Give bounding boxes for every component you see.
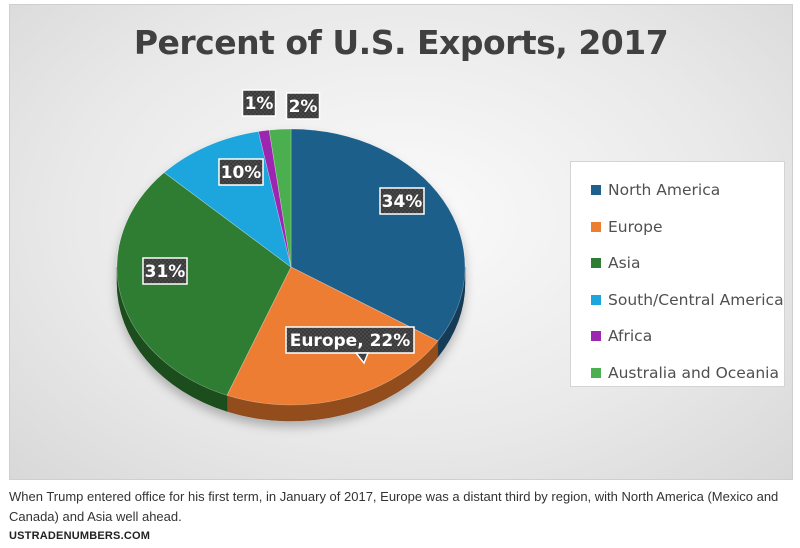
chart-title: Percent of U.S. Exports, 2017 bbox=[133, 23, 669, 62]
data-label-south-central-america: 10% bbox=[218, 158, 264, 186]
legend-swatch bbox=[591, 221, 601, 232]
legend-item-europe: Europe bbox=[591, 209, 784, 246]
legend-item-south-central-america: South/Central America bbox=[591, 282, 784, 319]
data-label-europe: Europe, 22% bbox=[285, 326, 415, 365]
source-credit: USTRADENUMBERS.COM bbox=[9, 530, 151, 542]
data-label-pointer bbox=[354, 352, 370, 365]
legend-swatch bbox=[591, 367, 601, 378]
data-label-text: Europe, 22% bbox=[290, 331, 411, 351]
legend-swatch bbox=[591, 185, 601, 196]
legend-label: Europe bbox=[608, 217, 663, 236]
data-label-text: 2% bbox=[289, 97, 318, 117]
data-label-north-america: 34% bbox=[379, 187, 425, 215]
data-label-text: 10% bbox=[221, 163, 262, 183]
chart-panel: Percent of U.S. Exports, 2017 34% Europe,… bbox=[9, 4, 793, 480]
legend-item-australia-and-oceania: Australia and Oceania bbox=[591, 355, 784, 392]
legend-label: North America bbox=[608, 181, 721, 200]
data-label-text: 34% bbox=[382, 192, 423, 212]
data-label-text: 1% bbox=[245, 94, 274, 114]
pie-slice-asia bbox=[116, 172, 292, 396]
data-label-box bbox=[379, 187, 425, 215]
legend-swatch bbox=[591, 294, 601, 305]
legend-label: Africa bbox=[608, 327, 653, 346]
data-label-australia-and-oceania: 2% bbox=[285, 92, 321, 120]
legend-label: Australia and Oceania bbox=[608, 363, 779, 382]
pie-slice-australia-and-oceania bbox=[268, 128, 292, 268]
data-label-text: 31% bbox=[145, 262, 186, 282]
chart-legend: North America Europe Asia South/Central Ame… bbox=[570, 161, 785, 387]
pie-slice-north-america bbox=[290, 128, 466, 342]
legend-label: South/Central America bbox=[608, 290, 784, 309]
data-label-asia: 31% bbox=[142, 257, 188, 285]
figure-caption: When Trump entered office for his first … bbox=[9, 489, 779, 524]
data-label-box bbox=[285, 326, 415, 354]
data-label-africa: 1% bbox=[241, 89, 277, 117]
data-label-box bbox=[241, 89, 277, 117]
legend-label: Asia bbox=[608, 254, 641, 273]
legend-swatch bbox=[591, 331, 601, 342]
legend-item-north-america: North America bbox=[591, 172, 784, 209]
legend-item-asia: Asia bbox=[591, 245, 784, 282]
legend-swatch bbox=[591, 258, 601, 269]
pie-chart: 34% Europe, 22% 31% 10% 1% 2% bbox=[116, 89, 466, 422]
legend-item-africa: Africa bbox=[591, 318, 784, 355]
data-label-box bbox=[285, 92, 321, 120]
data-label-box bbox=[142, 257, 188, 285]
data-label-box bbox=[218, 158, 264, 186]
